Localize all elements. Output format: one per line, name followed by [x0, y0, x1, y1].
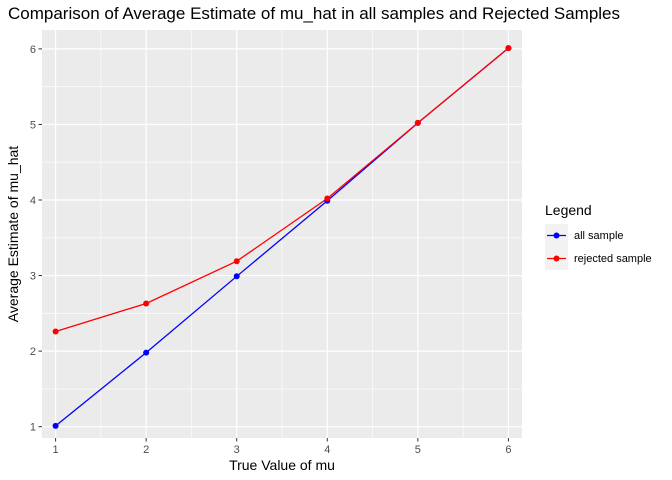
legend-key-point: [553, 255, 560, 262]
data-point: [143, 349, 150, 356]
series-line-1: [55, 47, 509, 333]
legend-label: rejected sample: [574, 253, 652, 265]
data-point: [233, 273, 240, 280]
data-point: [324, 195, 331, 202]
x-axis-title: True Value of mu: [229, 457, 335, 473]
grid-major: [42, 30, 522, 438]
chart-title: Comparison of Average Estimate of mu_hat…: [8, 4, 620, 23]
legend-title: Legend: [545, 202, 592, 218]
y-tick-label: 1: [30, 422, 36, 434]
y-axis-title: Average Estimate of mu_hat: [5, 146, 21, 323]
data-point: [233, 258, 240, 265]
y-tick-label: 2: [30, 346, 36, 358]
grid-minor: [42, 30, 522, 438]
series-points: [52, 45, 512, 429]
y-tick-label: 5: [30, 119, 36, 131]
x-tick-label: 6: [505, 444, 511, 456]
data-point: [414, 119, 421, 126]
y-tick-label: 4: [30, 195, 36, 207]
x-tick-label: 2: [143, 444, 149, 456]
x-axis: 1 2 3 4 5 6: [53, 438, 511, 456]
x-tick-label: 1: [53, 444, 59, 456]
legend-key-point: [553, 232, 560, 239]
legend: Legend all sample rejected sample: [545, 202, 652, 270]
series-lines: [55, 47, 509, 427]
y-tick-label: 6: [30, 44, 36, 56]
x-tick-label: 3: [234, 444, 240, 456]
data-point: [52, 422, 59, 429]
data-point: [143, 300, 150, 307]
data-point: [52, 328, 59, 335]
data-point: [505, 45, 512, 52]
x-tick-label: 5: [415, 444, 421, 456]
x-tick-label: 4: [324, 444, 330, 456]
legend-label: all sample: [574, 230, 624, 242]
y-tick-label: 3: [30, 271, 36, 283]
y-axis: 1 2 3 4 5 6: [30, 44, 42, 434]
